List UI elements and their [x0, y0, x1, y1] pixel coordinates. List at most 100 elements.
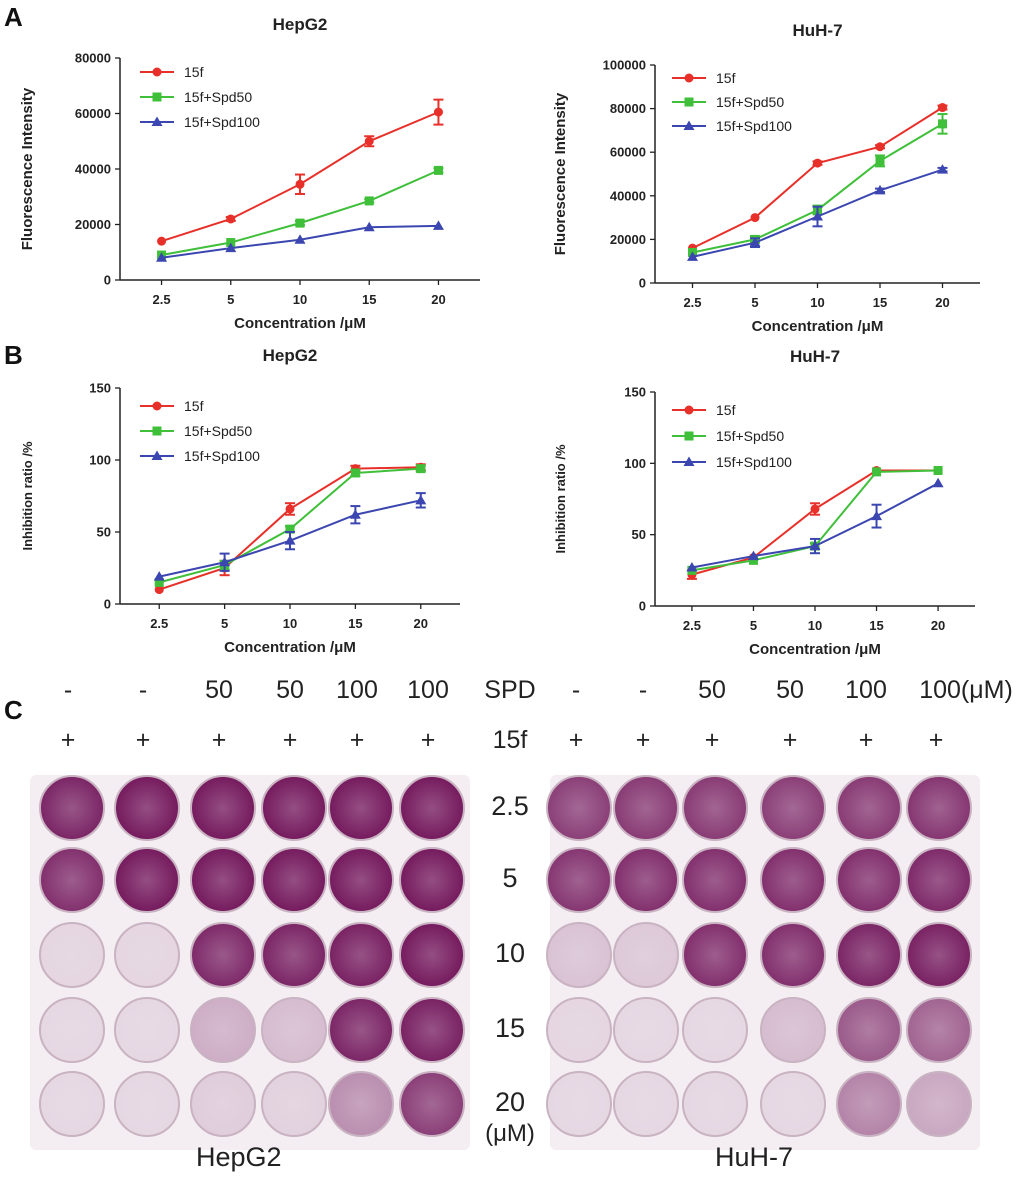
- well: [682, 847, 748, 913]
- chart-title: HepG2: [263, 346, 318, 365]
- well: [399, 847, 465, 913]
- data-point: [350, 468, 360, 478]
- legend-marker: [152, 426, 162, 436]
- well: [682, 997, 748, 1063]
- spd-value: 100: [336, 676, 378, 704]
- data-point: [154, 585, 164, 595]
- legend-marker: [151, 116, 163, 126]
- data-point: [933, 465, 943, 475]
- panel-letter-a: A: [4, 2, 23, 32]
- compound-plus: +: [420, 726, 436, 754]
- data-point: [225, 242, 237, 253]
- compound-plus: +: [704, 726, 720, 754]
- spd-value: 100: [407, 676, 449, 704]
- y-tick-label: 150: [624, 385, 646, 400]
- data-point: [364, 136, 374, 146]
- well: [682, 1071, 748, 1137]
- data-point: [415, 494, 427, 505]
- data-point: [416, 464, 426, 474]
- series-line-0: [691, 469, 939, 576]
- x-axis-label: Concentration /μM: [749, 641, 881, 658]
- legend-label: 15f+Spd50: [716, 94, 784, 110]
- y-tick-label: 0: [639, 599, 646, 614]
- y-axis-label: Inhibition ratio /%: [20, 441, 35, 550]
- y-tick-label: 40000: [75, 162, 111, 177]
- y-tick-label: 20000: [75, 217, 111, 232]
- concentration-label: 15: [494, 1013, 526, 1043]
- well: [261, 775, 327, 841]
- well: [613, 1071, 679, 1137]
- x-tick-label: 2.5: [683, 618, 701, 633]
- x-axis-label: Concentration /μM: [224, 639, 356, 656]
- well: [906, 847, 972, 913]
- spd-value: 50: [698, 676, 726, 704]
- well: [906, 1071, 972, 1137]
- well: [546, 847, 612, 913]
- plate-label-hepg2: HepG2: [196, 1142, 282, 1172]
- well: [39, 997, 105, 1063]
- legend-label: 15f+Spd50: [716, 428, 784, 444]
- well: [39, 847, 105, 913]
- spd-value: -: [63, 676, 73, 704]
- legend-label: 15f: [716, 402, 736, 418]
- x-tick-label: 20: [414, 616, 428, 631]
- x-tick-label: 20: [935, 295, 949, 310]
- well: [836, 922, 902, 988]
- well: [906, 775, 972, 841]
- data-point: [812, 211, 823, 221]
- panel-letter-b: B: [4, 340, 23, 370]
- y-tick-label: 0: [104, 597, 111, 612]
- data-point: [226, 238, 236, 248]
- well: [613, 775, 679, 841]
- data-point: [349, 509, 361, 519]
- x-tick-label: 20: [431, 292, 445, 307]
- x-tick-label: 20: [931, 618, 945, 633]
- x-tick-label: 2.5: [150, 616, 168, 631]
- data-point: [363, 221, 375, 232]
- spd-label: SPD: [484, 676, 536, 704]
- data-point: [875, 156, 885, 166]
- data-point: [433, 165, 443, 175]
- unit-label: (μM): [485, 1120, 535, 1147]
- y-axis-label: Fluorescence Intensity: [19, 87, 36, 250]
- data-point: [810, 504, 820, 514]
- compound-plus: +: [135, 726, 151, 754]
- y-tick-label: 80000: [75, 51, 111, 66]
- spd-value: 100(μM): [919, 676, 1013, 704]
- legend-label: 15f+Spd100: [184, 114, 260, 130]
- legend-label: 15f: [716, 70, 736, 86]
- data-point: [432, 220, 444, 230]
- plate-label-huh7: HuH-7: [715, 1142, 794, 1172]
- y-tick-label: 60000: [610, 145, 646, 160]
- well: [836, 997, 902, 1063]
- data-point: [809, 540, 821, 551]
- chart-title: HuH-7: [790, 347, 840, 366]
- well: [39, 775, 105, 841]
- y-axis-label: Fluorescence Intensity: [552, 92, 569, 255]
- legend-label: 15f+Spd100: [716, 454, 792, 470]
- legend-marker: [684, 405, 694, 415]
- compound-plus: +: [282, 726, 298, 754]
- x-tick-label: 5: [751, 295, 758, 310]
- legend-marker: [683, 120, 695, 130]
- data-point: [285, 524, 295, 534]
- chart-a-huh7: HuH-7 0 20000 40000 60000 80000 100000 2.5 5 10 15…: [552, 21, 980, 335]
- concentration-label: 10: [494, 938, 526, 968]
- well: [114, 775, 180, 841]
- well: [836, 1071, 902, 1137]
- well: [114, 997, 180, 1063]
- panel-letter-c: C: [4, 695, 23, 725]
- chart-title: HepG2: [273, 15, 328, 34]
- plate-hepg2: [30, 775, 470, 1150]
- x-axis-label: Concentration /μM: [234, 315, 366, 332]
- chart-b-huh7: HuH-7 0 50 100 150 2.5 5 10 15 20 Concentration /μ…: [553, 347, 975, 658]
- x-tick-label: 5: [221, 616, 228, 631]
- well: [328, 922, 394, 988]
- data-point: [295, 218, 305, 228]
- well: [328, 775, 394, 841]
- series-line-2: [691, 482, 939, 569]
- y-tick-label: 50: [632, 527, 646, 542]
- well: [328, 997, 394, 1063]
- well: [906, 922, 972, 988]
- y-tick-label: 40000: [610, 188, 646, 203]
